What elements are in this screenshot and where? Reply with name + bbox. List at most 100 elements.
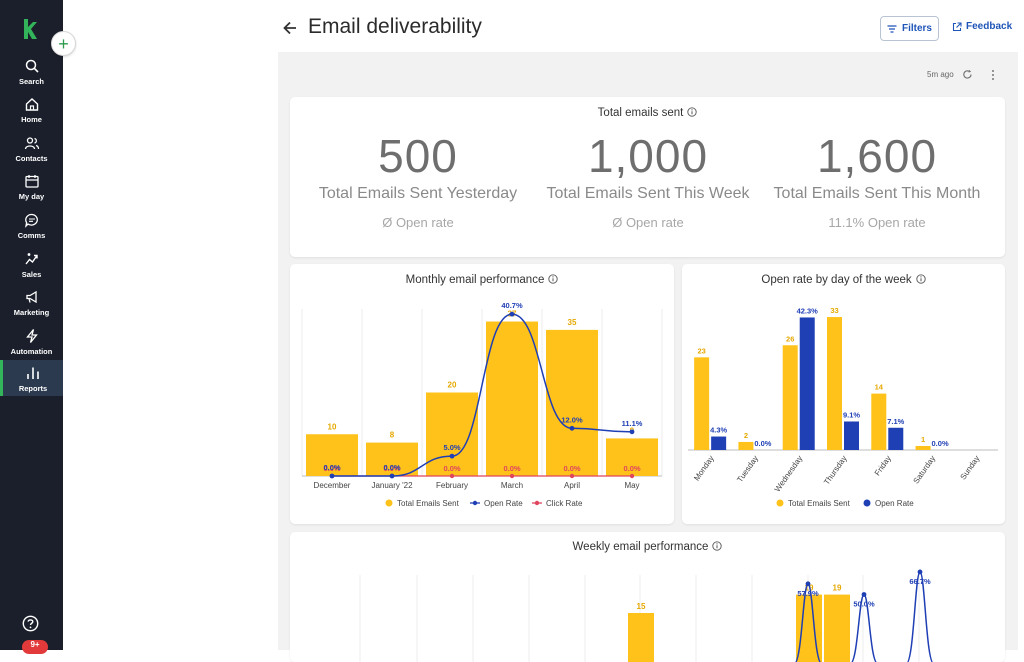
click-rate-point (450, 474, 454, 478)
bar-chart-icon (25, 365, 41, 381)
kpi-label: Total Emails Sent This Month (757, 185, 997, 203)
kpi-value: 500 (298, 129, 538, 183)
legend-marker (864, 500, 871, 507)
x-tick-label: February (436, 481, 468, 490)
bar (628, 613, 654, 662)
open-rate-point (806, 581, 811, 586)
legend-marker (535, 501, 539, 505)
sidebar-item-contacts[interactable]: Contacts (0, 134, 63, 172)
info-icon[interactable] (687, 107, 697, 117)
open-rate-point (330, 474, 335, 479)
total-emails-card: Total emails sent 500 Total Emails Sent … (290, 97, 1005, 257)
open-rate-label: 40.7% (501, 301, 523, 310)
logo-icon[interactable] (22, 18, 38, 40)
kpi-label: Total Emails Sent This Week (528, 185, 768, 203)
open-rate-label: 57.9% (797, 589, 819, 598)
click-rate-label: 0.0% (623, 464, 640, 473)
bar-label: 2 (744, 431, 748, 440)
feedback-link[interactable]: Feedback (952, 21, 1012, 32)
x-tick-label: April (564, 481, 580, 490)
bar-label: 14 (875, 383, 884, 392)
bar-label: 23 (697, 346, 705, 355)
card-title: Total emails sent (598, 107, 684, 119)
sidebar-item-home[interactable]: Home (0, 95, 63, 133)
open-rate-point (630, 429, 635, 434)
bar-label: 19 (833, 584, 842, 593)
click-rate-label: 0.0% (503, 464, 520, 473)
x-tick-label: Wednesday (773, 454, 805, 494)
x-tick-label: Friday (873, 454, 893, 477)
bar (824, 595, 850, 662)
bar-emails-sent (916, 446, 931, 450)
x-tick-label: March (501, 481, 523, 490)
filters-button[interactable]: Filters (880, 16, 939, 41)
click-rate-point (630, 474, 634, 478)
bar-label: 0.0% (932, 439, 949, 448)
sidebar-item-marketing[interactable]: Marketing (0, 288, 63, 326)
bar-open-rate (844, 421, 859, 450)
open-rate-point (918, 570, 923, 575)
bar-label: 0.0% (754, 439, 771, 448)
kpi-yesterday: 500 Total Emails Sent Yesterday Ø Open r… (298, 129, 538, 230)
open-rate-label: 0.0% (383, 463, 400, 472)
x-tick-label: December (314, 481, 351, 490)
open-rate-point (450, 454, 455, 459)
bar-emails-sent (694, 357, 709, 450)
filters-label: Filters (902, 23, 932, 34)
sidebar-item-label: My day (19, 192, 44, 201)
bar-open-rate (888, 428, 903, 450)
x-tick-label: Saturday (911, 454, 937, 485)
monthly-performance-card: Monthly email performance 1082037359Dece… (290, 264, 674, 524)
legend-label: Click Rate (546, 499, 583, 508)
back-arrow-icon[interactable] (282, 18, 298, 38)
legend-marker (386, 500, 393, 507)
bar-emails-sent (871, 394, 886, 450)
sidebar-item-reports[interactable]: Reports (0, 360, 63, 396)
sidebar-item-label: Automation (11, 347, 53, 356)
bar (486, 322, 538, 476)
calendar-icon (24, 173, 40, 189)
legend-label: Open Rate (484, 499, 523, 508)
x-tick-label: January '22 (371, 481, 413, 490)
open-rate-label: 12.0% (561, 415, 583, 424)
bar-label: 1 (921, 435, 925, 444)
search-icon (24, 58, 40, 74)
sidebar-item-label: Reports (19, 384, 47, 393)
bar-label: 8 (390, 431, 395, 440)
kpi-this-month: 1,600 Total Emails Sent This Month 11.1%… (757, 129, 997, 230)
bar-label: 4.3% (710, 426, 727, 435)
last-updated-text: 5m ago (927, 70, 954, 79)
help-icon[interactable] (22, 615, 39, 632)
sales-icon (24, 251, 40, 267)
bar-open-rate (800, 317, 815, 450)
open-rate-point (510, 312, 515, 317)
kpi-label: Total Emails Sent Yesterday (298, 185, 538, 203)
bar-label: 42.3% (797, 306, 819, 315)
contacts-icon (24, 135, 40, 151)
open-rate-point (570, 426, 575, 431)
sidebar-item-sales[interactable]: Sales (0, 250, 63, 288)
kpi-open-rate: Ø Open rate (298, 215, 538, 230)
sidebar-item-comms[interactable]: Comms (0, 211, 63, 249)
x-tick-label: Monday (692, 454, 716, 482)
quick-add-button[interactable]: + (51, 31, 76, 56)
click-rate-label: 0.0% (443, 464, 460, 473)
bar-label: 10 (328, 422, 337, 431)
sidebar-item-my-day[interactable]: My day (0, 172, 63, 210)
more-options-icon[interactable] (989, 69, 997, 81)
lightning-icon (24, 328, 40, 344)
click-rate-point (510, 474, 514, 478)
notification-badge[interactable]: 9+ (22, 640, 48, 654)
kpi-open-rate: 11.1% Open rate (757, 215, 997, 230)
page-title: Email deliverability (308, 15, 482, 39)
bar-emails-sent (783, 345, 798, 450)
chat-icon (24, 212, 40, 228)
bar-label: 7.1% (887, 417, 904, 426)
sidebar-item-search[interactable]: Search (0, 57, 63, 95)
refresh-icon[interactable] (962, 69, 973, 80)
sidebar-item-label: Sales (22, 270, 42, 279)
bar-label: 9.1% (843, 410, 860, 419)
kpi-value: 1,000 (528, 129, 768, 183)
